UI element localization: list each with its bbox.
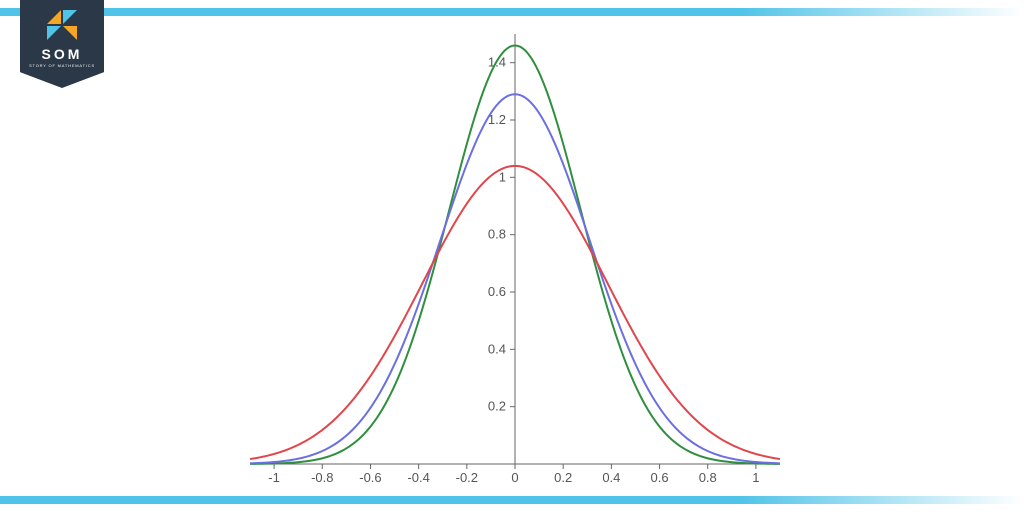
brand-icon [47,10,77,40]
chart-container: -1 -0.8 -0.6 -0.4 -0.2 0 0.2 0.4 0.6 0.8 1 0.2 0.4 0.… [0,24,1024,488]
y-tick-label: 0.6 [488,284,506,299]
x-tick-label: -0.6 [359,470,381,485]
y-tick-label: 0.2 [488,399,506,414]
y-tick-label: 1 [499,169,506,184]
x-tick-label: 1 [752,470,759,485]
x-tick-label: -1 [268,470,280,485]
brand-subtitle: STORY OF MATHEMATICS [29,63,95,68]
top-border-bar [0,8,1024,16]
x-tick-label: 0.8 [699,470,717,485]
brand-title: SOM [42,46,83,62]
y-tick-label: 0.8 [488,227,506,242]
x-tick-label: -0.4 [407,470,429,485]
y-tick-label: 0.4 [488,341,506,356]
x-tick-label: -0.8 [311,470,333,485]
x-tick-label: 0.6 [651,470,669,485]
x-tick-label: 0.4 [602,470,620,485]
brand-badge-shape: SOM STORY OF MATHEMATICS [20,0,104,88]
line-chart: -1 -0.8 -0.6 -0.4 -0.2 0 0.2 0.4 0.6 0.8 1 0.2 0.4 0.… [0,24,1024,488]
x-tick-label: -0.2 [456,470,478,485]
brand-badge: SOM STORY OF MATHEMATICS [20,0,104,96]
x-tick-label: 0 [511,470,518,485]
x-tick-label: 0.2 [554,470,572,485]
bottom-border-bar [0,496,1024,504]
